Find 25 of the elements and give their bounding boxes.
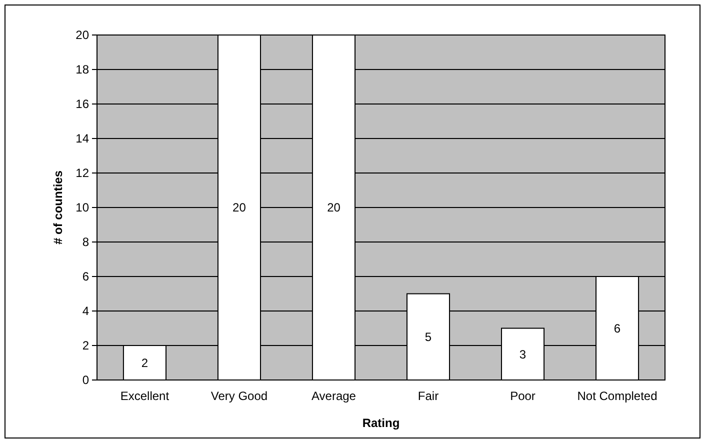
x-tick-label: Average xyxy=(312,389,356,403)
data-label: 2 xyxy=(141,356,148,370)
y-tick-label: 6 xyxy=(82,270,90,284)
x-tick-label: Poor xyxy=(510,389,536,403)
y-tick-label: 18 xyxy=(76,62,90,77)
data-label: 20 xyxy=(327,200,341,215)
y-tick-label: 14 xyxy=(76,132,90,146)
x-tick-label: Not Completed xyxy=(577,389,658,403)
x-tick-label: Excellent xyxy=(120,389,170,403)
y-tick-label: 0 xyxy=(82,373,90,388)
y-tick-label: 20 xyxy=(76,28,90,42)
y-tick-label: 2 xyxy=(82,338,90,353)
y-tick-label: 12 xyxy=(76,166,90,180)
x-axis-title: Rating xyxy=(362,416,400,430)
data-label: 5 xyxy=(424,330,432,344)
data-label: 20 xyxy=(232,200,246,215)
x-tick-label: Fair xyxy=(418,389,439,403)
y-tick-label: 8 xyxy=(82,235,90,250)
data-label: 3 xyxy=(519,347,526,362)
x-tick-label: Very Good xyxy=(210,389,268,403)
y-axis-title: # of counties xyxy=(51,170,65,245)
y-tick-label: 10 xyxy=(76,200,90,215)
y-tick-label: 16 xyxy=(76,97,90,112)
data-label: 6 xyxy=(614,321,621,336)
y-tick-label: 4 xyxy=(82,304,90,318)
